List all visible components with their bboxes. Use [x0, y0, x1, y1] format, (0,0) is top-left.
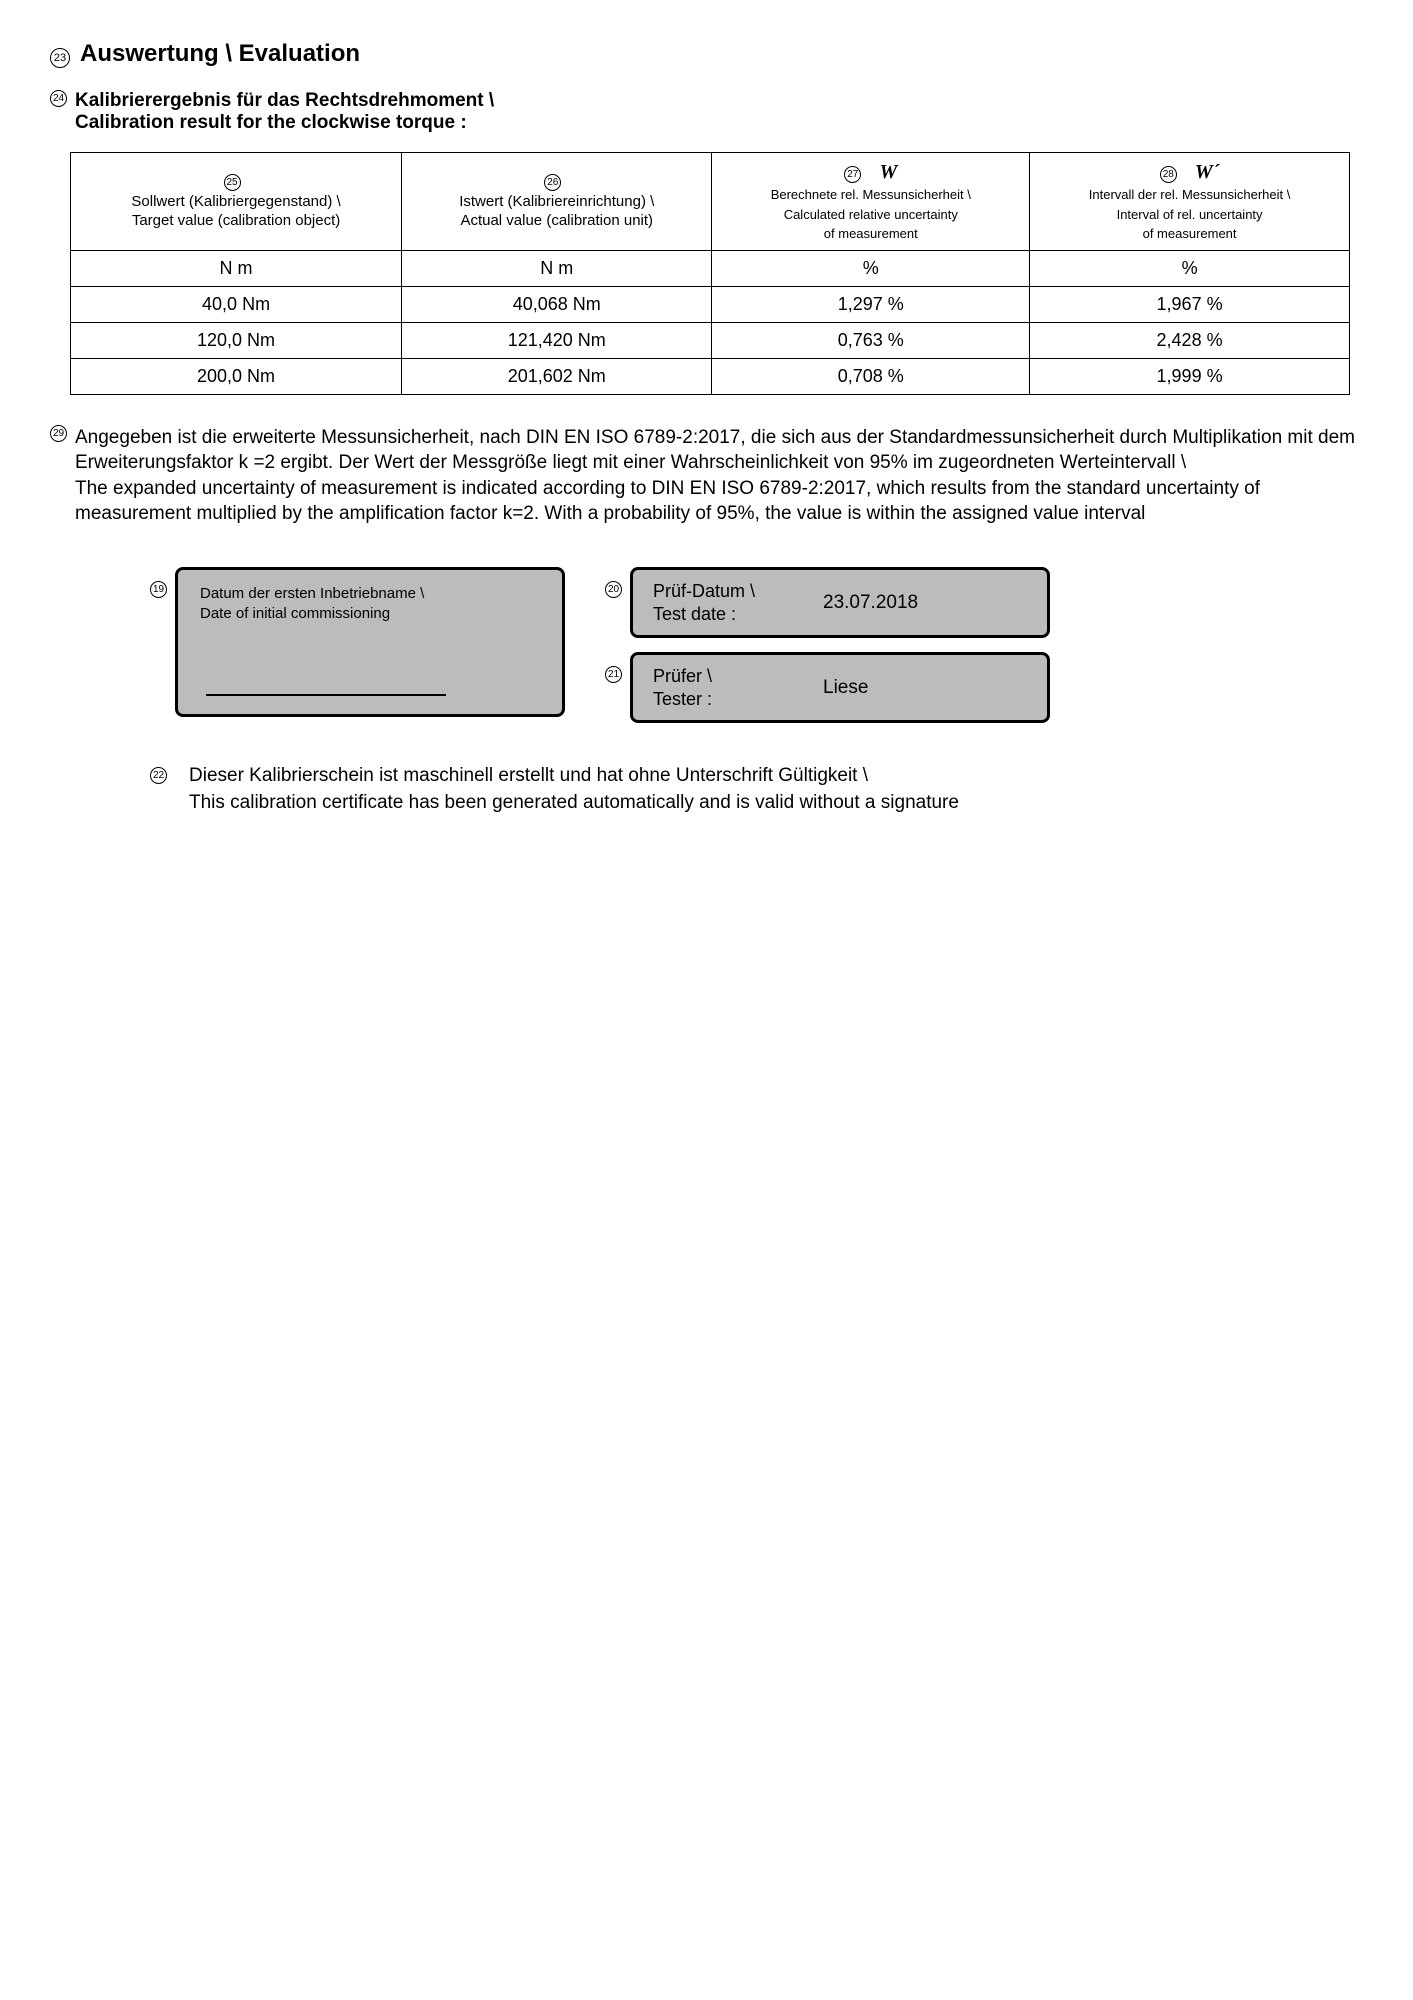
subheading-en: Calibration result for the clockwise tor…	[75, 112, 467, 133]
commissioning-box: Datum der ersten Inbetriebname \ Date of…	[175, 567, 565, 717]
table-header-row: 25 Sollwert (Kalibriergegenstand) \ Targ…	[71, 153, 1350, 251]
note-en: The expanded uncertainty of measurement …	[75, 478, 1260, 525]
cell-target: 40,0 Nm	[71, 286, 402, 322]
commissioning-box-wrap: 19 Datum der ersten Inbetriebname \ Date…	[150, 567, 565, 723]
marker-20: 20	[605, 581, 622, 598]
commissioning-label-en: Date of initial commissioning	[200, 605, 390, 622]
cell-w: 0,763 %	[712, 322, 1030, 358]
marker-25: 25	[224, 174, 241, 191]
info-boxes: 19 Datum der ersten Inbetriebname \ Date…	[150, 567, 1363, 723]
unit-wprime: %	[1030, 250, 1350, 286]
section-title: 23 Auswertung \ Evaluation	[50, 40, 1363, 68]
signature-line	[206, 694, 446, 696]
marker-19: 19	[150, 581, 167, 598]
testdate-label: Prüf-Datum \ Test date :	[653, 580, 823, 625]
table-row: 120,0 Nm 121,420 Nm 0,763 % 2,428 %	[71, 322, 1350, 358]
note-de: Angegeben ist die erweiterte Messunsiche…	[75, 427, 1355, 474]
table-unit-row: N m N m % %	[71, 250, 1350, 286]
commissioning-label-de: Datum der ersten Inbetriebname \	[200, 585, 424, 602]
sub-heading: 24 Kalibrierergebnis für das Rechtsdrehm…	[50, 90, 1363, 134]
uncertainty-note: 29 Angegeben ist die erweiterte Messunsi…	[50, 425, 1363, 528]
tester-label: Prüfer \ Tester :	[653, 665, 823, 710]
marker-27: 27	[844, 166, 861, 183]
footer-en: This calibration certificate has been ge…	[189, 792, 959, 813]
section-title-text: Auswertung \ Evaluation	[80, 40, 360, 68]
cell-wprime: 1,967 %	[1030, 286, 1350, 322]
cell-target: 120,0 Nm	[71, 322, 402, 358]
tester-box-wrap: 21 Prüfer \ Tester : Liese	[605, 652, 1050, 723]
marker-23: 23	[50, 48, 70, 68]
cell-w: 0,708 %	[712, 358, 1030, 394]
footer-de: Dieser Kalibrierschein ist maschinell er…	[189, 765, 868, 786]
marker-21: 21	[605, 666, 622, 683]
cell-target: 200,0 Nm	[71, 358, 402, 394]
cell-wprime: 2,428 %	[1030, 322, 1350, 358]
unit-actual: N m	[402, 250, 712, 286]
marker-22: 22	[150, 767, 167, 784]
cell-actual: 121,420 Nm	[402, 322, 712, 358]
validity-note: 22 Dieser Kalibrierschein ist maschinell…	[150, 763, 1250, 816]
unit-target: N m	[71, 250, 402, 286]
table-row: 200,0 Nm 201,602 Nm 0,708 % 1,999 %	[71, 358, 1350, 394]
marker-28: 28	[1160, 166, 1177, 183]
marker-29: 29	[50, 425, 67, 442]
marker-24: 24	[50, 90, 67, 107]
col-header-w: 27 W Berechnete rel. Messunsicherheit \ …	[712, 153, 1030, 251]
subheading-de: Kalibrierergebnis für das Rechtsdrehmome…	[75, 90, 494, 111]
unit-w: %	[712, 250, 1030, 286]
testdate-box: Prüf-Datum \ Test date : 23.07.2018	[630, 567, 1050, 638]
cell-actual: 40,068 Nm	[402, 286, 712, 322]
col-header-actual: 26 Istwert (Kalibriereinrichtung) \ Actu…	[402, 153, 712, 251]
marker-26: 26	[544, 174, 561, 191]
calibration-table: 25 Sollwert (Kalibriergegenstand) \ Targ…	[70, 152, 1350, 395]
tester-value: Liese	[823, 677, 868, 699]
table-row: 40,0 Nm 40,068 Nm 1,297 % 1,967 %	[71, 286, 1350, 322]
cell-wprime: 1,999 %	[1030, 358, 1350, 394]
testdate-value: 23.07.2018	[823, 592, 918, 614]
testdate-box-wrap: 20 Prüf-Datum \ Test date : 23.07.2018	[605, 567, 1050, 638]
cell-actual: 201,602 Nm	[402, 358, 712, 394]
col-header-wprime: 28 W´ Intervall der rel. Messunsicherhei…	[1030, 153, 1350, 251]
col-header-target: 25 Sollwert (Kalibriergegenstand) \ Targ…	[71, 153, 402, 251]
tester-box: Prüfer \ Tester : Liese	[630, 652, 1050, 723]
cell-w: 1,297 %	[712, 286, 1030, 322]
